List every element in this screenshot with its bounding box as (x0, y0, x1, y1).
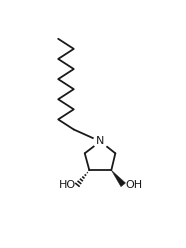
Text: HO: HO (58, 180, 76, 190)
Text: N: N (96, 136, 105, 146)
Text: OH: OH (125, 180, 142, 190)
Polygon shape (111, 170, 126, 187)
